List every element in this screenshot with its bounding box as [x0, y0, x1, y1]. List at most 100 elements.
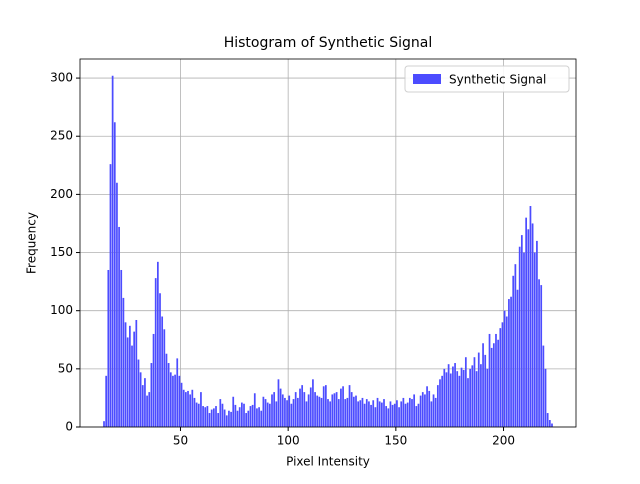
bar — [372, 400, 375, 427]
bar — [439, 379, 441, 427]
bar — [189, 394, 192, 427]
bar — [484, 354, 487, 427]
bar — [350, 392, 353, 427]
bar — [449, 373, 452, 427]
bar — [249, 406, 252, 427]
bar — [271, 394, 273, 427]
bar — [454, 363, 456, 427]
bar — [417, 403, 420, 427]
bar — [208, 413, 211, 427]
bar — [281, 394, 284, 427]
bar — [180, 382, 183, 427]
bar — [296, 397, 299, 427]
chart-title: Histogram of Synthetic Signal — [224, 35, 433, 51]
bar — [548, 420, 551, 427]
bar — [223, 409, 226, 427]
x-axis-label: Pixel Intensity — [286, 455, 370, 469]
y-tick-label: 150 — [50, 245, 73, 259]
bar — [322, 386, 325, 427]
bar — [490, 347, 493, 427]
legend-label: Synthetic Signal — [449, 73, 546, 87]
bar — [413, 394, 416, 427]
bar — [357, 401, 360, 427]
bar — [230, 411, 232, 427]
bar — [346, 397, 349, 427]
bar — [286, 400, 288, 427]
bar — [331, 394, 334, 427]
bar — [443, 368, 446, 427]
bar — [342, 386, 344, 427]
bar — [264, 399, 267, 427]
bar — [383, 399, 385, 427]
bar — [344, 399, 347, 427]
bar — [182, 389, 185, 427]
bar — [275, 401, 278, 427]
bar — [195, 402, 198, 427]
bar — [426, 386, 428, 427]
bar — [544, 368, 547, 427]
bar — [258, 407, 260, 427]
bar — [156, 261, 159, 427]
bar — [109, 164, 112, 427]
bar — [206, 406, 209, 427]
bar — [212, 408, 215, 427]
bar — [131, 345, 133, 427]
bar — [103, 421, 105, 427]
bar — [309, 387, 312, 427]
y-tick-label: 250 — [50, 129, 73, 143]
x-tick-label: 100 — [277, 434, 300, 448]
bar — [124, 322, 127, 427]
bar — [225, 415, 228, 427]
bar — [299, 388, 301, 427]
bar — [348, 385, 351, 427]
bar — [486, 368, 489, 427]
bar — [268, 403, 271, 427]
bar — [447, 364, 450, 427]
bar — [210, 409, 213, 427]
bar — [133, 331, 136, 427]
bar — [452, 366, 454, 427]
bar — [247, 410, 250, 427]
bar — [333, 393, 336, 427]
bar — [352, 396, 355, 427]
bar — [107, 269, 110, 427]
bar — [499, 328, 502, 427]
bar — [531, 223, 534, 427]
bar — [312, 379, 314, 427]
bar — [505, 316, 508, 427]
bar — [116, 182, 118, 427]
bar — [430, 401, 433, 427]
bar — [120, 269, 123, 427]
bar — [436, 385, 439, 427]
bar — [495, 333, 497, 427]
bar — [415, 406, 418, 427]
bar — [368, 401, 370, 427]
bar — [316, 395, 319, 427]
bar — [480, 364, 482, 427]
bar — [460, 367, 463, 427]
bar — [488, 333, 491, 427]
bar — [154, 278, 157, 427]
bar — [234, 404, 237, 427]
bar — [510, 296, 512, 427]
bar — [243, 403, 245, 427]
y-tick-label: 100 — [50, 303, 73, 317]
bar — [187, 390, 189, 427]
bar — [260, 410, 263, 427]
bar — [105, 375, 108, 427]
bar — [221, 403, 224, 427]
bar — [359, 400, 362, 427]
bar — [473, 357, 476, 427]
bar — [232, 396, 235, 427]
bar — [174, 374, 176, 427]
bar — [279, 388, 282, 427]
bar — [141, 385, 144, 427]
bar — [240, 402, 243, 427]
bar — [523, 252, 525, 427]
bar — [396, 400, 398, 427]
bar — [161, 316, 164, 427]
bar — [363, 403, 366, 427]
bar — [292, 399, 295, 427]
bar — [215, 406, 217, 427]
